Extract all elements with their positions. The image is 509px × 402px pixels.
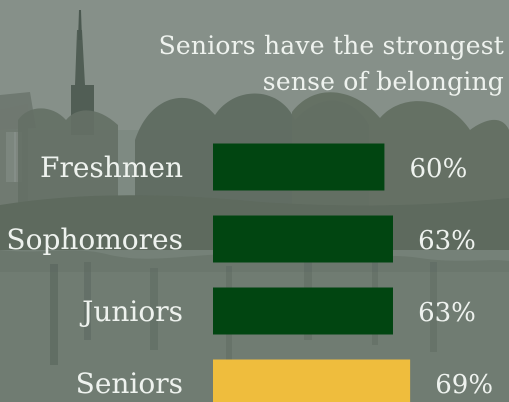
value-label: 69% <box>435 370 493 400</box>
chart-title: Seniors have the strongest sense of belo… <box>114 28 504 100</box>
chart-title-line-1: Seniors have the strongest <box>158 31 504 60</box>
value-label: 63% <box>418 298 476 328</box>
category-label: Seniors <box>76 367 183 400</box>
category-label: Sophomores <box>6 223 183 256</box>
category-label: Juniors <box>79 295 183 328</box>
category-label: Freshmen <box>40 151 183 184</box>
value-label: 60% <box>410 154 468 184</box>
bar <box>213 215 393 263</box>
value-label: 63% <box>418 226 476 256</box>
chart-title-line-2: sense of belonging <box>262 67 504 96</box>
bar <box>213 359 411 402</box>
bar <box>213 143 385 191</box>
bar <box>213 287 393 335</box>
